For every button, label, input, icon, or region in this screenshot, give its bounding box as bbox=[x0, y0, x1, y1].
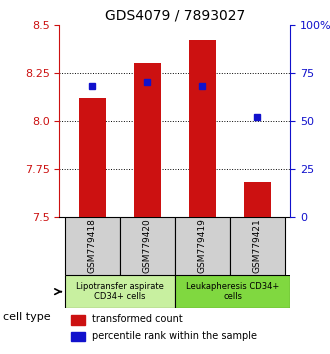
Text: cell type: cell type bbox=[3, 312, 51, 322]
Bar bbox=[134, 63, 161, 217]
Bar bbox=[189, 40, 216, 217]
Bar bbox=[244, 182, 271, 217]
Text: GSM779420: GSM779420 bbox=[143, 218, 152, 273]
Text: percentile rank within the sample: percentile rank within the sample bbox=[92, 331, 257, 341]
Bar bbox=[79, 98, 106, 217]
Text: transformed count: transformed count bbox=[92, 314, 182, 324]
FancyBboxPatch shape bbox=[120, 217, 175, 275]
FancyBboxPatch shape bbox=[175, 275, 290, 308]
FancyBboxPatch shape bbox=[230, 217, 285, 275]
FancyBboxPatch shape bbox=[65, 275, 175, 308]
FancyBboxPatch shape bbox=[175, 217, 230, 275]
Text: GSM779421: GSM779421 bbox=[253, 218, 262, 273]
Text: GSM779419: GSM779419 bbox=[198, 218, 207, 273]
Text: Leukapheresis CD34+
cells: Leukapheresis CD34+ cells bbox=[186, 282, 279, 301]
Text: GSM779418: GSM779418 bbox=[88, 218, 97, 273]
FancyBboxPatch shape bbox=[65, 217, 120, 275]
Bar bbox=[71, 332, 85, 341]
Title: GDS4079 / 7893027: GDS4079 / 7893027 bbox=[105, 8, 245, 22]
Text: Lipotransfer aspirate
CD34+ cells: Lipotransfer aspirate CD34+ cells bbox=[76, 282, 164, 301]
Bar bbox=[71, 315, 85, 325]
